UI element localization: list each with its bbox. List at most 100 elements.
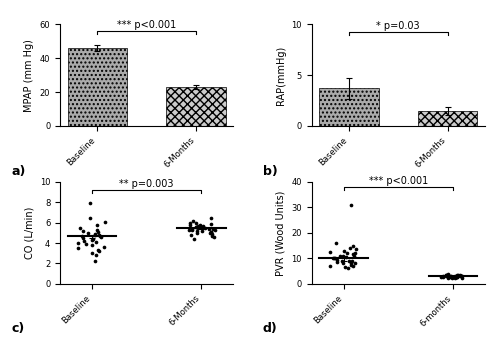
Point [206,230,214,236]
Text: a): a) [12,165,26,177]
Y-axis label: MPAP (mm Hg): MPAP (mm Hg) [24,39,34,111]
Point [91,231,99,237]
Point [88,237,96,243]
Point [92,258,100,264]
Point [192,224,200,229]
Point [347,202,355,208]
Point [89,236,97,242]
Text: *** p<0.001: *** p<0.001 [117,20,176,30]
Point [342,254,350,260]
Point [350,252,358,257]
Point [208,233,216,239]
Point [340,248,348,253]
Point [458,275,466,280]
Point [446,274,454,279]
Point [338,258,346,264]
Point [444,275,452,280]
Point [444,273,452,279]
Point [457,273,465,278]
Point [206,229,214,235]
Point [94,229,102,235]
Point [350,253,358,258]
Point [194,228,202,234]
Point [84,230,92,236]
Point [80,238,88,244]
Point [342,264,349,270]
Point [95,248,103,254]
Point [454,273,462,279]
Point [452,274,460,280]
Point [450,275,458,280]
Point [101,219,109,225]
Point [450,274,458,279]
Point [92,253,100,258]
Point [453,274,461,279]
Point [184,227,192,233]
Point [80,235,88,241]
Point [198,228,206,234]
Point [88,242,96,248]
Point [332,240,340,246]
Point [332,257,340,262]
Point [97,234,105,240]
Point [91,232,99,238]
Point [192,224,200,229]
Point [436,274,444,279]
Text: * p=0.03: * p=0.03 [376,21,420,31]
Point [74,245,82,251]
Point [447,273,455,279]
Point [100,244,108,250]
Point [440,273,448,279]
Point [204,226,212,231]
Point [82,241,90,247]
Point [78,233,86,239]
Bar [68,48,127,126]
Point [78,228,86,234]
Point [452,275,460,281]
Bar [418,111,477,126]
Point [442,272,450,277]
Point [456,272,464,277]
Point [454,273,462,278]
Point [206,221,214,226]
Y-axis label: RAP(mmHg): RAP(mmHg) [276,45,286,105]
Point [210,234,218,240]
Point [94,222,102,227]
Point [340,253,347,258]
Point [207,215,215,220]
Point [350,251,358,256]
Point [340,261,347,266]
Point [186,222,194,227]
Point [442,272,450,278]
Point [76,225,84,230]
Point [207,229,215,235]
Point [333,260,341,265]
Point [330,255,338,261]
Point [343,251,351,256]
Text: d): d) [263,322,278,335]
Point [96,233,104,239]
Point [345,258,353,264]
Point [196,222,204,227]
Point [336,253,344,258]
Point [348,258,356,264]
Bar [166,87,226,126]
Text: *** p<0.001: *** p<0.001 [368,176,428,186]
Point [442,273,450,279]
Point [326,263,334,269]
Point [192,230,200,236]
Text: c): c) [12,322,24,335]
Point [188,227,196,233]
Point [452,274,460,279]
Point [457,273,465,279]
Point [444,271,452,277]
Text: ** p=0.003: ** p=0.003 [120,179,174,189]
Point [348,262,356,267]
Point [88,251,96,256]
Point [448,275,456,281]
Point [188,226,196,231]
Y-axis label: CO (L/min): CO (L/min) [24,207,34,259]
Point [194,225,202,230]
Point [86,201,94,206]
Point [194,223,202,228]
